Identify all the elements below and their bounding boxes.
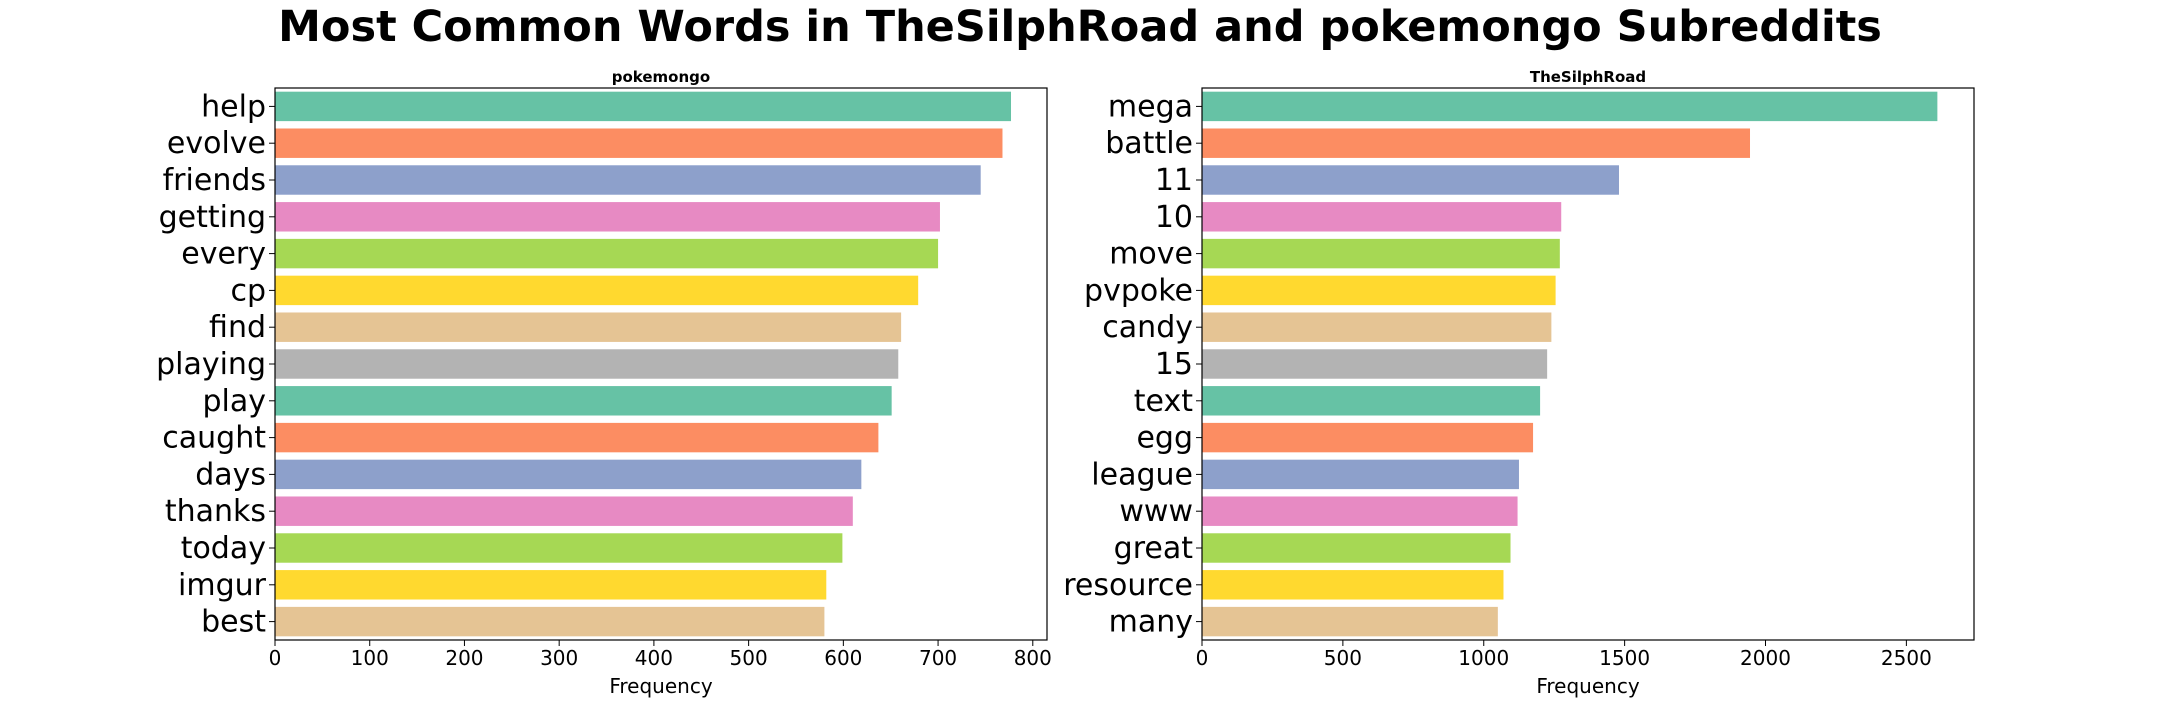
silphroad-xtick-label: 2000 <box>1740 646 1791 670</box>
silphroad-bar-resource <box>1202 570 1504 600</box>
pokemongo-bar-today <box>275 533 843 563</box>
silphroad-category-label: move <box>1109 237 1193 272</box>
pokemongo-category-label: every <box>181 237 266 272</box>
pokemongo-bar-evolve <box>275 128 1003 158</box>
pokemongo-axes-frame <box>274 87 1048 641</box>
pokemongo-category-label: find <box>209 310 266 345</box>
silphroad-bar-many <box>1202 606 1498 637</box>
pokemongo-xtick-label: 800 <box>1014 646 1052 670</box>
silphroad-category-label: 11 <box>1155 163 1193 198</box>
pokemongo-bar-friends <box>275 165 981 195</box>
silphroad-x-axis-label: Frequency <box>1536 674 1639 698</box>
pokemongo-bar-imgur <box>275 570 827 600</box>
pokemongo-bar-getting <box>275 202 940 232</box>
silphroad-bar-great <box>1202 533 1511 563</box>
pokemongo-bar-play <box>275 386 892 416</box>
silphroad-category-label: candy <box>1102 310 1193 345</box>
silphroad-bar-mega <box>1202 91 1938 122</box>
silphroad-category-label: great <box>1114 531 1194 566</box>
silphroad-category-label: mega <box>1108 89 1193 124</box>
silphroad-axes-frame <box>1201 87 1975 641</box>
silphroad-bar-league <box>1202 459 1519 490</box>
silphroad-bar-www <box>1202 496 1518 526</box>
pokemongo-bar-thanks <box>275 496 853 526</box>
pokemongo-bar-best <box>275 606 825 637</box>
pokemongo-xtick-label: 600 <box>824 646 862 670</box>
silphroad-category-label: many <box>1109 605 1193 640</box>
pokemongo-xtick-label: 700 <box>919 646 957 670</box>
silphroad-category-label: pvpoke <box>1084 273 1193 308</box>
pokemongo-category-label: caught <box>162 421 266 456</box>
pokemongo-bar-cp <box>275 275 919 306</box>
pokemongo-bar-help <box>275 91 1012 122</box>
pokemongo-xtick-label: 300 <box>540 646 578 670</box>
pokemongo-bar-every <box>275 238 939 269</box>
silphroad-bar-pvpoke <box>1202 275 1556 306</box>
silphroad-xtick-label: 500 <box>1324 646 1362 670</box>
silphroad-bar-15 <box>1202 349 1548 379</box>
pokemongo-category-label: friends <box>163 163 266 198</box>
figure-title: Most Common Words in TheSilphRoad and po… <box>278 2 1882 52</box>
silphroad-category-label: text <box>1134 384 1193 419</box>
pokemongo-category-label: best <box>201 605 266 640</box>
silphroad-xtick-label: 0 <box>1196 646 1209 670</box>
pokemongo-xtick-label: 400 <box>635 646 673 670</box>
silphroad-xtick-label: 2500 <box>1881 646 1932 670</box>
pokemongo-category-label: getting <box>159 200 266 235</box>
silphroad-xtick-label: 1500 <box>1599 646 1650 670</box>
silphroad-category-label: egg <box>1136 421 1193 456</box>
pokemongo-category-label: playing <box>156 347 266 382</box>
pokemongo-xtick-label: 100 <box>351 646 389 670</box>
pokemongo-category-label: today <box>181 531 266 566</box>
pokemongo-x-axis-label: Frequency <box>609 674 712 698</box>
pokemongo-bar-caught <box>275 422 879 453</box>
pokemongo-category-label: evolve <box>167 126 266 161</box>
silphroad-bar-egg <box>1202 422 1534 453</box>
pokemongo-category-label: play <box>202 384 266 419</box>
silphroad-category-label: 15 <box>1155 347 1193 382</box>
silphroad-subplot-title: TheSilphRoad <box>1530 68 1646 86</box>
silphroad-category-label: www <box>1119 494 1193 529</box>
pokemongo-category-label: cp <box>230 273 266 308</box>
silphroad-bar-10 <box>1202 202 1562 232</box>
silphroad-category-label: 10 <box>1155 200 1193 235</box>
pokemongo-category-label: thanks <box>165 494 266 529</box>
silphroad-bar-move <box>1202 238 1560 269</box>
pokemongo-xtick-label: 0 <box>269 646 282 670</box>
silphroad-bar-candy <box>1202 312 1552 342</box>
silphroad-bar-battle <box>1202 128 1751 158</box>
pokemongo-xtick-label: 500 <box>730 646 768 670</box>
silphroad-category-label: battle <box>1105 126 1193 161</box>
silphroad-category-label: resource <box>1063 568 1193 603</box>
pokemongo-category-label: help <box>201 89 266 124</box>
pokemongo-category-label: imgur <box>178 568 267 603</box>
pokemongo-xtick-label: 200 <box>445 646 483 670</box>
pokemongo-bar-playing <box>275 349 899 379</box>
pokemongo-category-label: days <box>195 457 266 492</box>
pokemongo-subplot-title: pokemongo <box>612 68 710 86</box>
silphroad-bar-11 <box>1202 165 1619 195</box>
silphroad-bar-text <box>1202 386 1541 416</box>
pokemongo-bar-find <box>275 312 902 342</box>
silphroad-xtick-label: 1000 <box>1458 646 1509 670</box>
pokemongo-bar-days <box>275 459 862 490</box>
silphroad-category-label: league <box>1091 457 1193 492</box>
